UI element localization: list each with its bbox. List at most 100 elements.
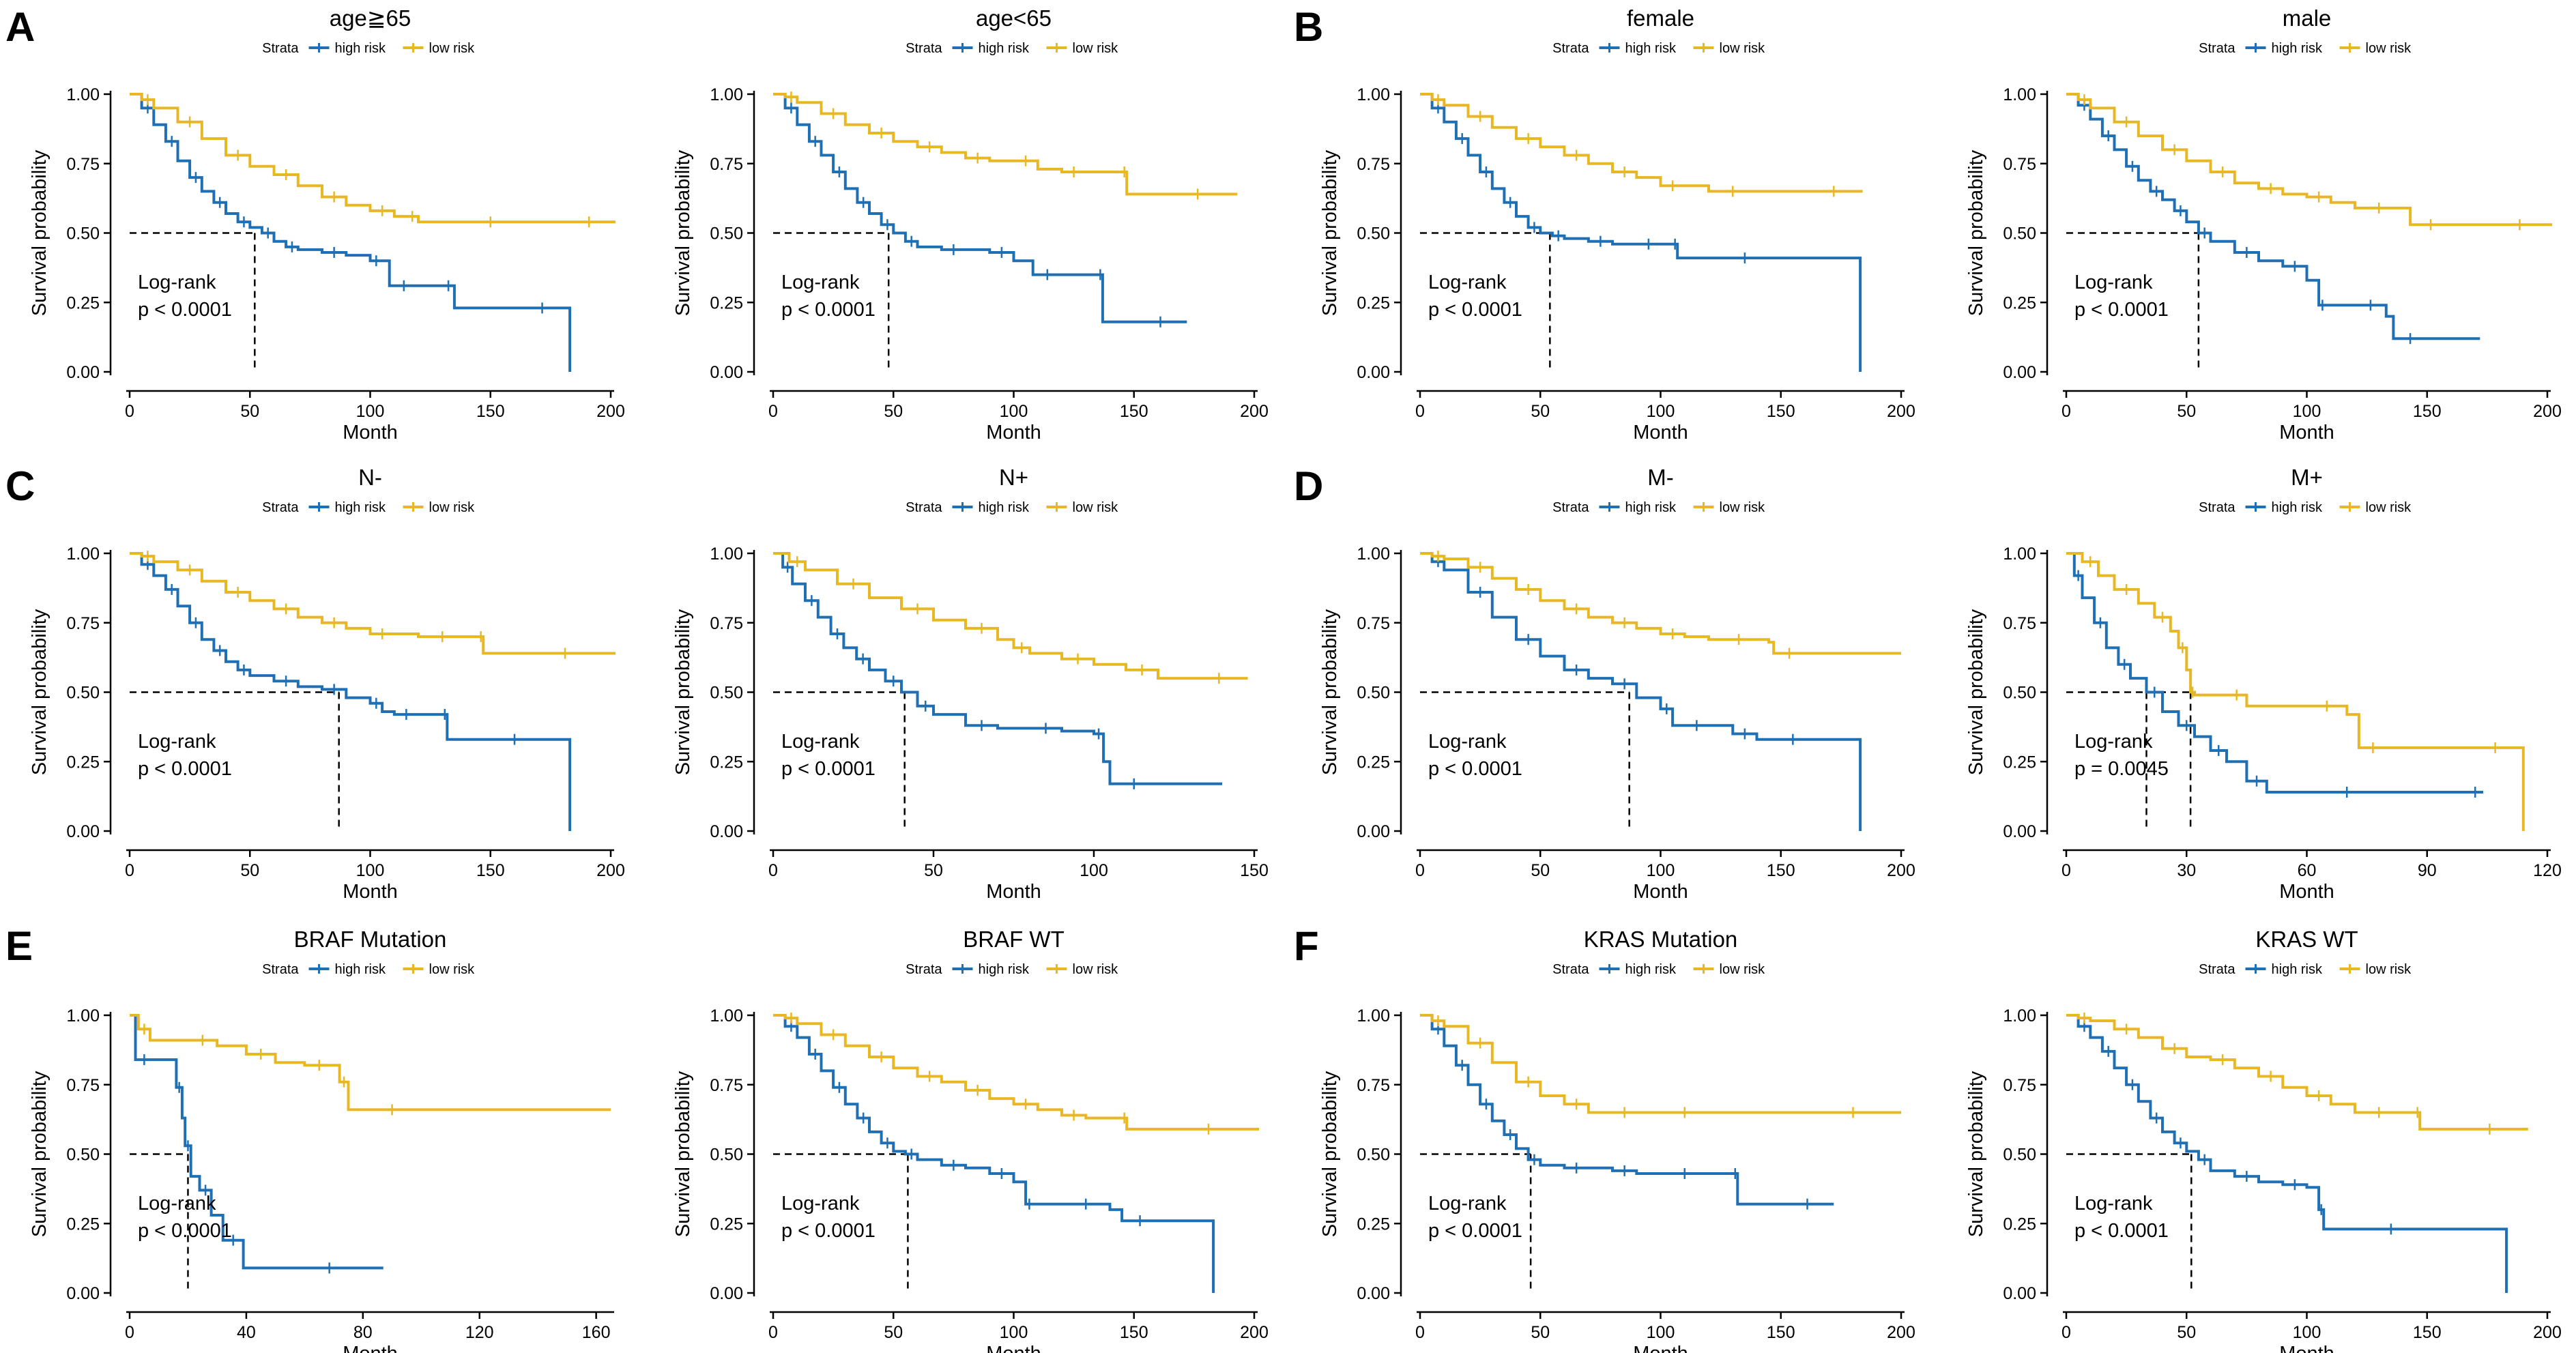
high-risk-curve [2066,1014,2508,1293]
x-tick-label: 150 [2413,402,2442,421]
p-value-label: p < 0.0001 [138,758,232,780]
legend-label-2: low risk [1720,41,1766,56]
x-tick-label: 0 [768,1323,778,1342]
x-tick-label: 0 [1415,861,1425,880]
y-tick-label: 0.75 [66,614,100,633]
y-tick-label: 0.50 [2003,684,2036,703]
y-tick-label: 0.75 [2003,614,2036,633]
x-axis-title: Month [343,881,398,903]
km-panel-11: KRAS Mutation Strata high risk low risk 0.00… [1319,927,1915,1353]
legend-title: Strata [2199,500,2235,515]
y-tick-label: 0.25 [1357,293,1390,312]
p-value-label: p < 0.0001 [1428,758,1522,780]
legend-label-2: low risk [2366,962,2412,977]
x-tick-label: 100 [2293,1323,2321,1342]
logrank-label: Log-rank [2074,731,2153,753]
legend-title: Strata [2199,41,2235,56]
x-axis-title: Month [1633,1343,1688,1353]
high-risk-curve [2066,552,2483,794]
y-tick-label: 0.00 [66,363,100,382]
km-panel-2: age<65 Strata high risk low risk 0.00 0.25 0.5… [672,5,1269,443]
y-tick-label: 0.50 [1357,684,1390,703]
low-risk-curve [1420,93,1863,193]
x-tick-label: 0 [125,402,134,421]
logrank-label: Log-rank [2074,272,2153,293]
y-tick-label: 0.50 [2003,224,2036,244]
y-tick-label: 0.25 [2003,753,2036,772]
x-tick-label: 150 [1767,402,1795,421]
y-tick-label: 1.00 [2003,544,2036,564]
legend-label-2: low risk [1720,500,1766,515]
low-risk-curve [2066,1014,2528,1131]
x-axis-title: Month [2279,422,2334,443]
legend-label-1: high risk [2272,962,2323,977]
legend-label-2: low risk [1720,962,1766,977]
km-panel-3: female Strata high risk low risk 0.00 0.25 0.5… [1319,5,1915,443]
legend: Strata high risk low risk [1552,500,1765,515]
x-tick-label: 100 [1647,861,1675,880]
low-risk-curve [130,552,616,655]
logrank-label: Log-rank [781,272,860,293]
legend: Strata high risk low risk [906,962,1118,977]
logrank-label: Log-rank [138,731,216,753]
x-tick-label: 100 [1000,402,1028,421]
x-tick-label: 100 [356,402,385,421]
y-tick-label: 0.75 [710,614,743,633]
legend-label-2: low risk [1073,41,1119,56]
y-tick-label: 0.50 [2003,1146,2036,1165]
x-tick-label: 100 [1000,1323,1028,1342]
x-tick-label: 120 [2533,861,2562,880]
x-axis-title: Month [1633,422,1688,443]
y-tick-label: 0.75 [66,1076,100,1095]
logrank-label: Log-rank [1428,1193,1507,1214]
legend-label-1: high risk [335,500,386,515]
x-tick-label: 150 [1120,1323,1148,1342]
chart-title: age≧65 [330,5,411,31]
y-tick-label: 1.00 [66,1006,100,1025]
legend-title: Strata [906,962,942,977]
chart-title: KRAS WT [2255,927,2358,952]
x-tick-label: 60 [2298,861,2317,880]
y-axis-title: Survival probability [672,609,694,775]
km-panel-9: BRAF Mutation Strata high risk low risk 0.00… [29,927,614,1353]
legend-label-1: high risk [1625,41,1677,56]
x-tick-label: 90 [2418,861,2437,880]
logrank-label: Log-rank [138,1193,216,1214]
legend: Strata high risk low risk [2199,500,2412,515]
legend-title: Strata [906,41,942,56]
x-tick-label: 120 [465,1323,494,1342]
x-tick-label: 30 [2177,861,2196,880]
y-tick-label: 1.00 [710,85,743,104]
y-tick-label: 0.25 [66,1214,100,1234]
y-axis-title: Survival probability [1965,1071,1987,1237]
y-tick-label: 0.25 [1357,753,1390,772]
legend: Strata high risk low risk [262,500,475,515]
x-tick-label: 200 [2533,1323,2562,1342]
y-tick-label: 1.00 [2003,1006,2036,1025]
km-panel-7: M- Strata high risk low risk 0.00 0.25 0.50 0.7… [1319,465,1915,903]
logrank-label: Log-rank [781,1193,860,1214]
high-risk-curve [130,93,572,372]
chart-title: BRAF Mutation [294,927,447,952]
x-tick-label: 150 [1767,861,1795,880]
legend: Strata high risk low risk [906,500,1118,515]
x-tick-label: 150 [476,402,505,421]
p-value-label: p < 0.0001 [781,299,875,321]
x-tick-label: 80 [353,1323,373,1342]
km-panel-8: M+ Strata high risk low risk 0.00 0.25 0.50 0.7… [1965,465,2562,903]
y-tick-label: 0.50 [710,1146,743,1165]
high-risk-curve [130,552,572,831]
p-value-label: p < 0.0001 [138,1220,232,1242]
chart-title: N+ [999,465,1028,490]
y-axis-title: Survival probability [29,149,50,316]
y-axis-title: Survival probability [29,1071,50,1237]
x-tick-label: 50 [1531,861,1550,880]
high-risk-curve [773,1014,1215,1293]
x-tick-label: 50 [1531,402,1550,421]
km-panel-10: BRAF WT Strata high risk low risk 0.00 0.25 0.… [672,927,1269,1353]
logrank-label: Log-rank [1428,731,1507,753]
legend: Strata high risk low risk [262,41,475,56]
p-value-label: p < 0.0001 [781,1220,875,1242]
p-value-label: p < 0.0001 [2074,299,2169,321]
